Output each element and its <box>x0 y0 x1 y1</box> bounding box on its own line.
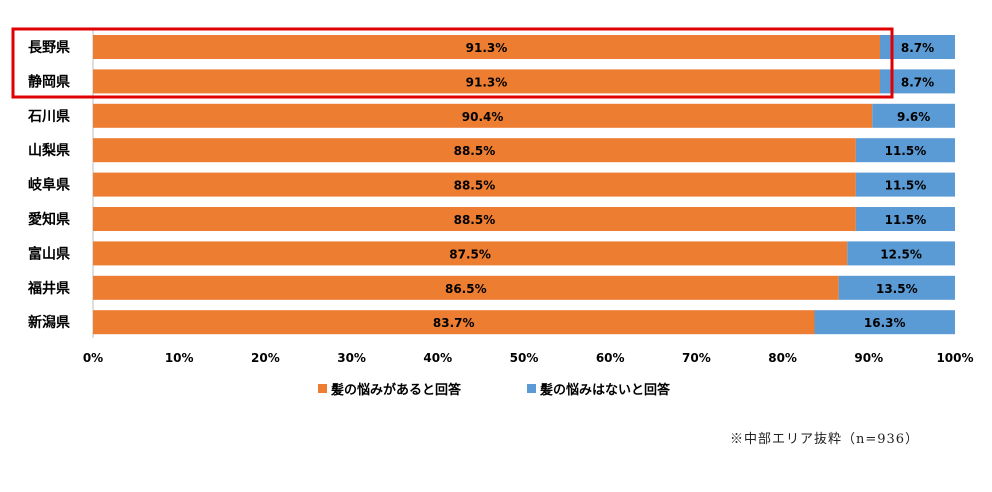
data-label: 11.5% <box>885 213 927 227</box>
x-tick-label: 50% <box>510 351 539 365</box>
bar-segment-has-concern <box>93 172 856 197</box>
category-label: 山梨県 <box>28 142 70 159</box>
bar-segment-no-concern <box>855 172 955 197</box>
bar-segment-has-concern <box>93 69 881 94</box>
legend-label: 髪の悩みはないと回答 <box>539 382 671 398</box>
legend-swatch-no-concern <box>527 384 536 393</box>
x-tick-label: 30% <box>337 351 366 365</box>
data-label: 8.7% <box>901 41 934 55</box>
bar-segment-has-concern <box>93 35 881 59</box>
data-label: 90.4% <box>462 110 504 124</box>
data-label: 87.5% <box>449 247 491 261</box>
bar-segment-has-concern <box>93 241 848 266</box>
x-tick-label: 70% <box>682 351 711 365</box>
category-label: 長野県 <box>28 40 70 56</box>
x-tick-label: 20% <box>251 351 280 365</box>
x-tick-label: 80% <box>768 351 797 365</box>
bar-segment-no-concern <box>855 207 955 231</box>
x-tick-label: 10% <box>165 351 194 365</box>
x-tick-label: 100% <box>936 351 973 365</box>
data-label: 8.7% <box>901 75 934 89</box>
category-label: 愛知県 <box>28 211 70 228</box>
legend-swatch-has-concern <box>318 384 327 393</box>
sample-note: ※中部エリア抜粋（n=936） <box>730 432 920 447</box>
legend-label: 髪の悩みがあると回答 <box>330 382 462 398</box>
x-tick-label: 60% <box>596 351 625 365</box>
x-tick-label: 90% <box>854 351 883 365</box>
data-label: 12.5% <box>880 247 922 261</box>
data-label: 88.5% <box>454 144 496 158</box>
data-label: 11.5% <box>885 144 927 158</box>
data-label: 83.7% <box>433 316 475 330</box>
highlight-box <box>11 27 894 99</box>
category-label: 岐阜県 <box>28 177 70 194</box>
data-label: 16.3% <box>864 316 906 330</box>
bar-segment-no-concern <box>847 241 955 266</box>
category-label: 福井県 <box>27 280 70 297</box>
bar-segment-no-concern <box>872 103 955 128</box>
x-tick-label: 0% <box>83 351 103 365</box>
data-label: 9.6% <box>897 110 930 124</box>
bar-segment-no-concern <box>814 310 955 335</box>
bar-segment-has-concern <box>93 207 856 231</box>
bar-segment-has-concern <box>93 275 839 300</box>
bar-segment-has-concern <box>93 103 873 128</box>
bar-segment-no-concern <box>855 138 955 163</box>
data-label: 86.5% <box>445 282 487 296</box>
bar-segment-has-concern <box>93 310 815 335</box>
category-label: 新潟県 <box>28 314 70 331</box>
x-tick-label: 40% <box>423 351 452 365</box>
data-label: 91.3% <box>466 75 508 89</box>
data-label: 88.5% <box>454 179 496 193</box>
bar-segment-no-concern <box>838 275 955 300</box>
category-label: 富山県 <box>28 245 70 262</box>
category-label: 静岡県 <box>28 73 70 90</box>
data-label: 88.5% <box>454 213 496 227</box>
bar-segment-has-concern <box>93 138 856 163</box>
data-label: 91.3% <box>466 41 508 55</box>
data-label: 11.5% <box>885 179 927 193</box>
category-label: 石川県 <box>27 109 70 125</box>
data-label: 13.5% <box>876 282 918 296</box>
